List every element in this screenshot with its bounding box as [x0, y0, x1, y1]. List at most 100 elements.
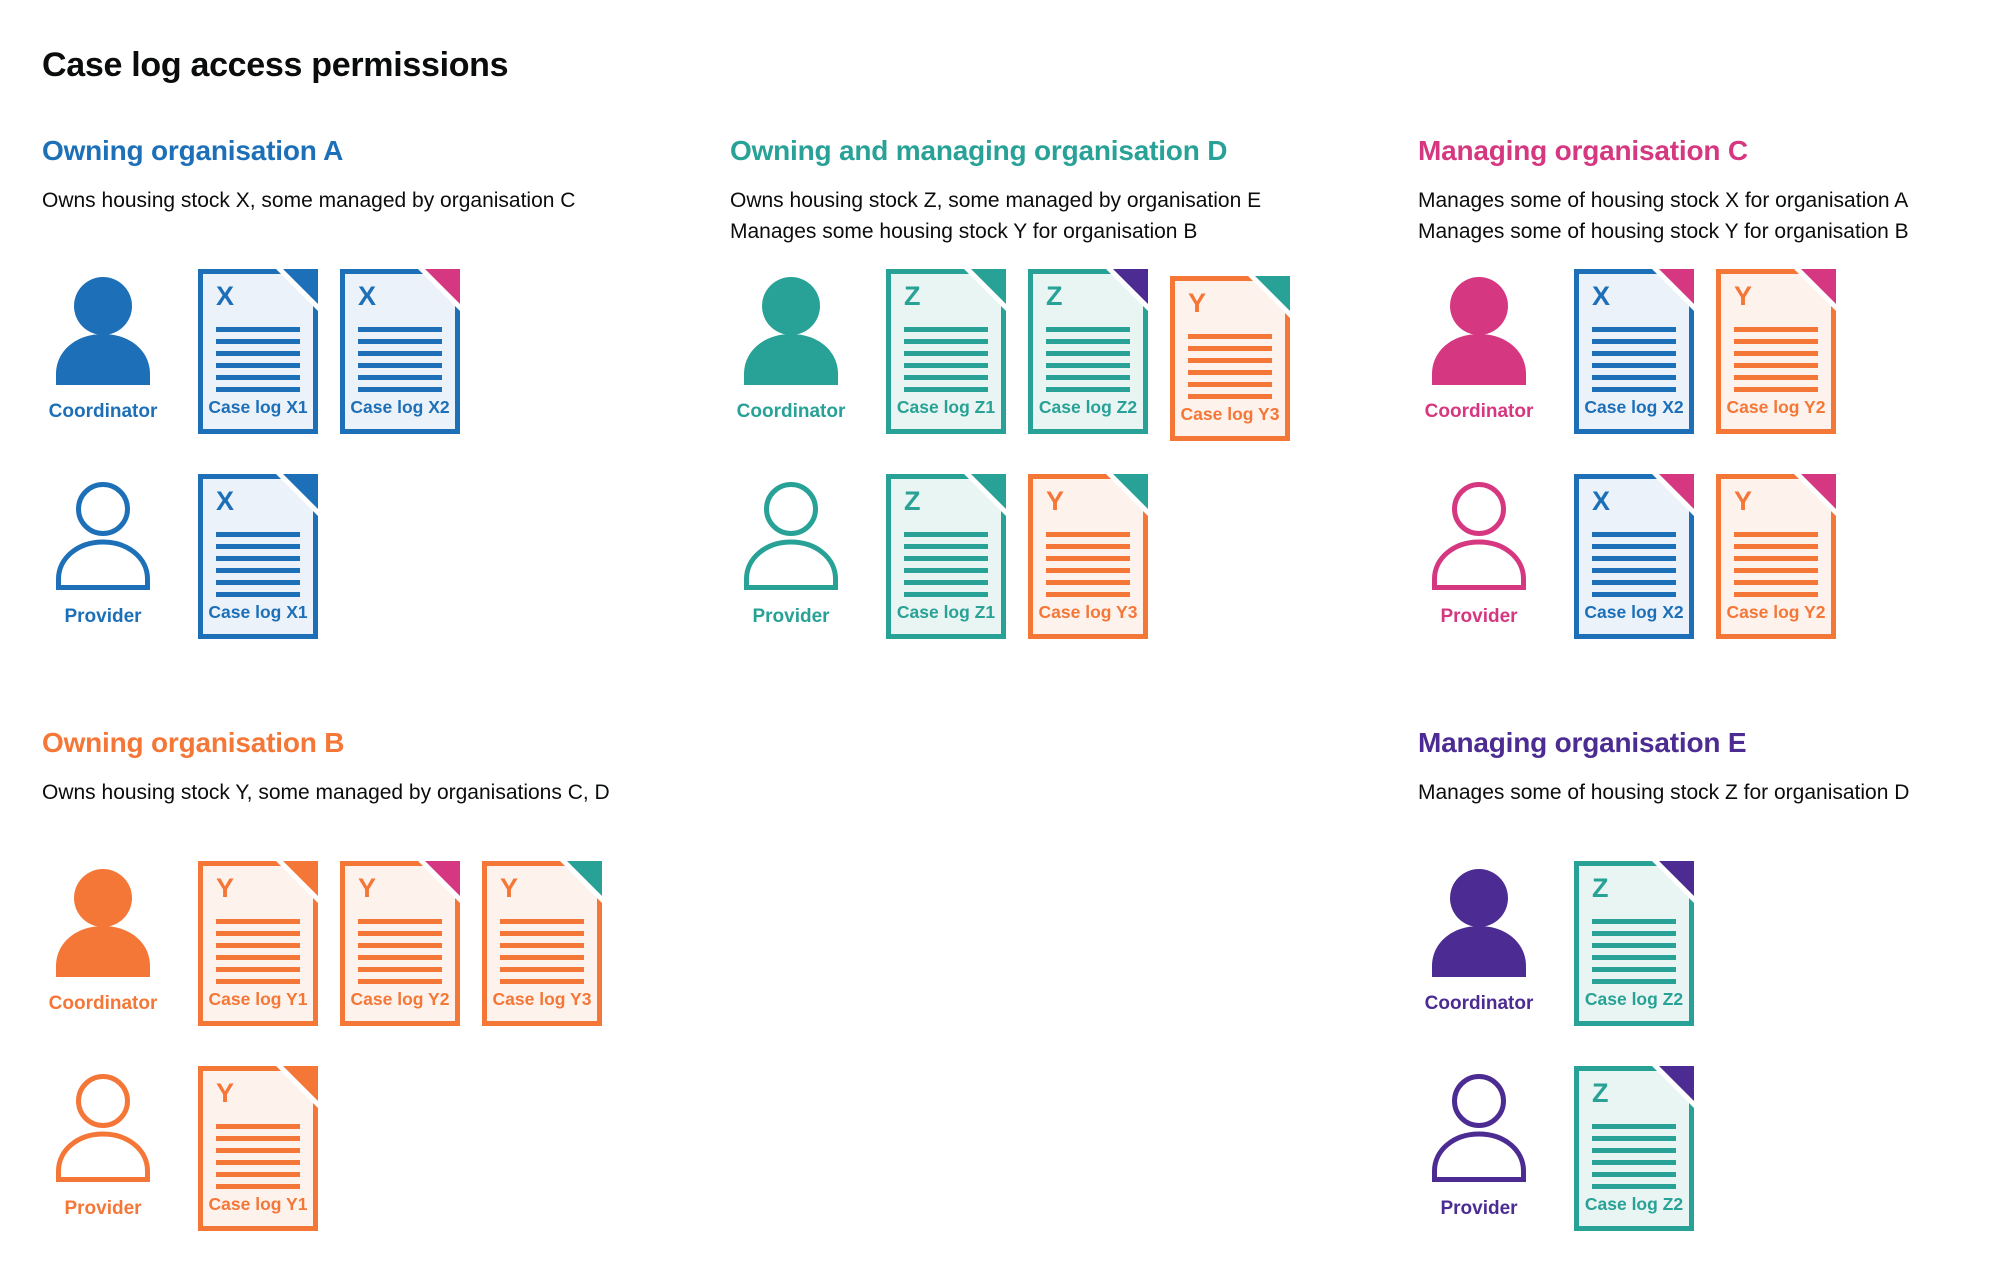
- section-rows: Coordinator Y Case log Y1 Y Case log Y2 …: [42, 861, 730, 1231]
- org-section: Managing organisation C Manages some of …: [1418, 135, 1958, 639]
- section-description-line: Manages some of housing stock X for orga…: [1418, 189, 1909, 212]
- doc-stock-letter: X: [216, 486, 235, 516]
- role-row: Provider Z Case log Z2: [1418, 1066, 1958, 1231]
- doc-text-lines-icon: [1592, 919, 1676, 984]
- case-log-document: Y Case log Y2: [1716, 269, 1836, 434]
- doc-text-lines-icon: [1592, 327, 1676, 392]
- person-filled-icon: [1432, 869, 1526, 977]
- person-filled-icon: [56, 869, 150, 977]
- org-section: Owning organisation B Owns housing stock…: [42, 727, 730, 1231]
- doc-text-lines-icon: [216, 1124, 300, 1189]
- doc-corner-fold-icon: [1652, 474, 1694, 516]
- person-role-label: Provider: [1440, 1198, 1518, 1219]
- person: Coordinator: [730, 269, 852, 423]
- doc-label: Case log Z2: [1584, 989, 1684, 1009]
- doc-corner-fold-icon: [1652, 1066, 1694, 1108]
- section-rows: Coordinator Z Case log Z2 Provider Z: [1418, 861, 1958, 1231]
- case-log-document: Z Case log Z2: [1574, 1066, 1694, 1231]
- org-section: Managing organisation E Manages some of …: [1418, 727, 1958, 1231]
- section-description: Manages some of housing stock X for orga…: [1418, 185, 1958, 247]
- org-section: Owning and managing organisation D Owns …: [730, 135, 1418, 639]
- person-outline-icon: [1432, 482, 1526, 590]
- doc-text-lines-icon: [358, 327, 442, 392]
- person-outline-icon: [56, 482, 150, 590]
- case-log-document: X Case log X1: [198, 269, 318, 434]
- doc-text-lines-icon: [500, 919, 584, 984]
- case-log-document: X Case log X2: [1574, 474, 1694, 639]
- person: Coordinator: [1418, 861, 1540, 1015]
- doc-corner-fold-icon: [1652, 861, 1694, 903]
- doc-corner-fold-icon: [276, 861, 318, 903]
- case-log-document: X Case log X1: [198, 474, 318, 639]
- doc-label: Case log Y3: [1180, 404, 1280, 424]
- org-section: Owning organisation A Owns housing stock…: [42, 135, 730, 639]
- role-row: Provider Z Case log Z1 Y Case log Y3: [730, 474, 1418, 639]
- doc-corner-fold-icon: [418, 269, 460, 311]
- role-row: Coordinator Y Case log Y1 Y Case log Y2 …: [42, 861, 730, 1026]
- person-outline-icon: [56, 1074, 150, 1182]
- doc-corner-fold-icon: [1794, 269, 1836, 311]
- section-title: Managing organisation C: [1418, 135, 1748, 166]
- section-description-line: Owns housing stock X, some managed by or…: [42, 189, 576, 212]
- section-title: Owning and managing organisation D: [730, 135, 1228, 166]
- role-row: Provider Y Case log Y1: [42, 1066, 730, 1231]
- doc-corner-fold-icon: [418, 861, 460, 903]
- doc-label: Case log X2: [1584, 397, 1684, 417]
- case-log-document: Y Case log Y3: [482, 861, 602, 1026]
- case-log-document: Y Case log Y2: [1716, 474, 1836, 639]
- doc-corner-fold-icon: [1794, 474, 1836, 516]
- person: Coordinator: [42, 269, 164, 423]
- doc-label: Case log Y2: [1726, 602, 1826, 622]
- case-log-document: Z Case log Z2: [1028, 269, 1148, 434]
- doc-label: Case log Y3: [1038, 602, 1138, 622]
- doc-text-lines-icon: [1592, 1124, 1676, 1189]
- doc-stock-letter: Y: [500, 873, 519, 903]
- doc-corner-fold-icon: [1106, 269, 1148, 311]
- person: Provider: [42, 474, 164, 628]
- person: Coordinator: [1418, 269, 1540, 423]
- doc-stock-letter: Z: [1592, 873, 1609, 903]
- person-role-label: Provider: [1440, 606, 1518, 627]
- doc-stock-letter: Y: [1734, 281, 1753, 311]
- doc-label: Case log Z1: [896, 397, 996, 417]
- doc-text-lines-icon: [904, 532, 988, 597]
- person-outline-icon: [1432, 1074, 1526, 1182]
- doc-label: Case log Z1: [896, 602, 996, 622]
- case-log-document: Z Case log Z1: [886, 474, 1006, 639]
- doc-stock-letter: X: [216, 281, 235, 311]
- doc-text-lines-icon: [1592, 532, 1676, 597]
- case-log-document: Y Case log Y3: [1028, 474, 1148, 639]
- role-row: Provider X Case log X1: [42, 474, 730, 639]
- section-rows: Coordinator X Case log X2 Y Case log Y2: [1418, 269, 1958, 639]
- doc-text-lines-icon: [904, 327, 988, 392]
- role-row: Coordinator Z Case log Z1 Z Case log Z2 …: [730, 269, 1418, 441]
- doc-stock-letter: Y: [216, 873, 235, 903]
- doc-corner-fold-icon: [276, 269, 318, 311]
- case-log-document: Y Case log Y3: [1170, 276, 1290, 441]
- doc-label: Case log Y1: [208, 989, 308, 1009]
- doc-text-lines-icon: [216, 919, 300, 984]
- doc-corner-fold-icon: [276, 1066, 318, 1108]
- doc-text-lines-icon: [216, 327, 300, 392]
- section-description: Owns housing stock Z, some managed by or…: [730, 185, 1418, 247]
- section-description: Owns housing stock Y, some managed by or…: [42, 777, 730, 839]
- sections-grid: Owning organisation A Owns housing stock…: [42, 135, 1958, 1231]
- doc-label: Case log X1: [208, 397, 308, 417]
- section-rows: Coordinator X Case log X1 X Case log X2: [42, 269, 730, 639]
- person: Provider: [730, 474, 852, 628]
- case-log-document: Z Case log Z2: [1574, 861, 1694, 1026]
- section-rows: Coordinator Z Case log Z1 Z Case log Z2 …: [730, 269, 1418, 639]
- case-log-document: Y Case log Y1: [198, 861, 318, 1026]
- doc-label: Case log X2: [350, 397, 450, 417]
- section-title: Owning organisation B: [42, 727, 345, 758]
- doc-corner-fold-icon: [276, 474, 318, 516]
- section-description-line: Owns housing stock Y, some managed by or…: [42, 781, 610, 804]
- role-row: Provider X Case log X2 Y Case log Y2: [1418, 474, 1958, 639]
- doc-label: Case log Y2: [350, 989, 450, 1009]
- doc-list: Z Case log Z2: [1574, 861, 1694, 1026]
- doc-corner-fold-icon: [560, 861, 602, 903]
- section-description: Owns housing stock X, some managed by or…: [42, 185, 730, 247]
- doc-corner-fold-icon: [1652, 269, 1694, 311]
- doc-corner-fold-icon: [1248, 276, 1290, 318]
- doc-text-lines-icon: [1188, 334, 1272, 399]
